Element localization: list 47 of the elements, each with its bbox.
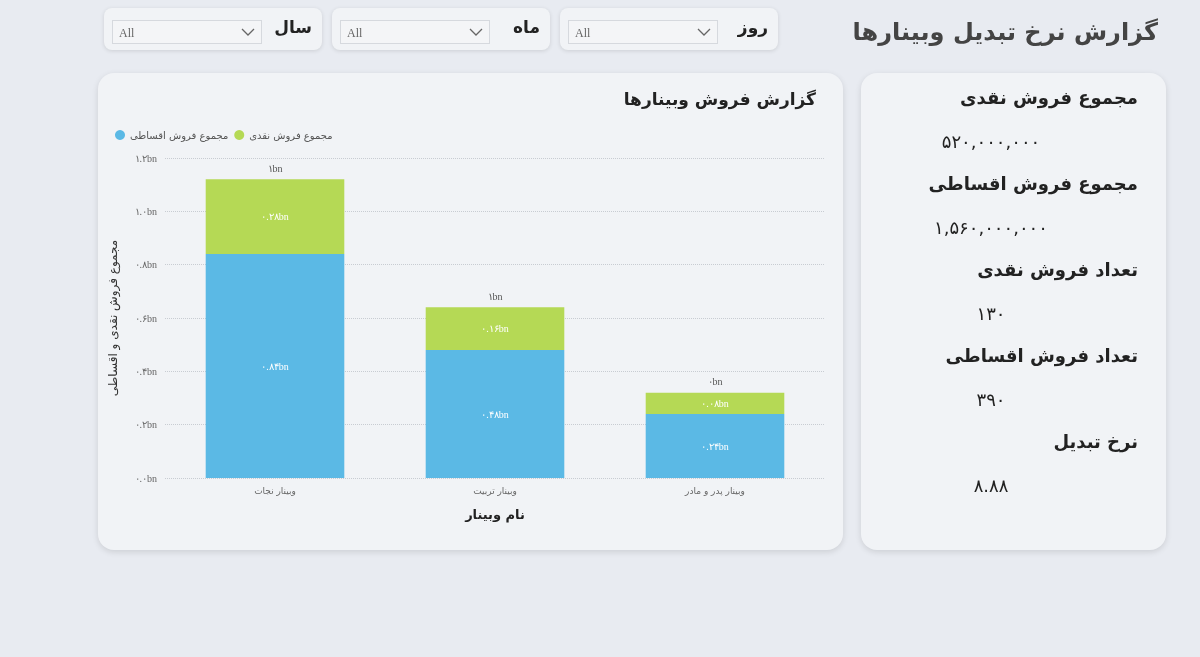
y-tick-label: ۰.۰bn [134, 472, 157, 484]
total-label: ۰bn [707, 376, 723, 388]
text: تعداد فروش اقساطی [945, 345, 1138, 366]
text: ۵۲۰,۰۰۰,۰۰۰ [940, 131, 1042, 152]
data-label: ۰.۲۸bn [261, 211, 289, 223]
data-label: ۰.۱۶bn [481, 323, 509, 335]
text: ماه [513, 17, 540, 37]
y-tick-label: ۱.۰bn [134, 205, 157, 217]
y-tick-label: ۰.۸bn [134, 259, 157, 271]
y-tick-label: ۰.۶bn [134, 312, 157, 324]
chart-title: گزارش فروش وبینارها [623, 88, 817, 110]
total-label: ۱bn [267, 162, 283, 174]
data-label: ۰.۲۴bn [701, 440, 729, 452]
text: ۱,۵۶۰,۰۰۰,۰۰۰ [933, 217, 1049, 238]
bar [425, 307, 565, 350]
text: ۱۳۰ [975, 303, 1007, 324]
text: All [340, 20, 490, 44]
bar [205, 254, 345, 478]
y-tick-label: ۰.۴bn [134, 365, 157, 377]
text: سال [274, 17, 312, 37]
legend-label: مجموع فروش نقدی [249, 129, 333, 142]
x-tick-label: وبینار تربیت [473, 485, 517, 496]
text: ۳۹۰ [975, 389, 1007, 410]
text: تعداد فروش نقدی [977, 259, 1138, 280]
text: All [568, 20, 718, 44]
text: روز [737, 17, 768, 37]
x-tick-label: وبینار نجات [254, 485, 296, 496]
data-label: ۰.۸۴bn [261, 360, 289, 372]
y-tick-label: ۱.۲bn [134, 152, 157, 164]
total-label: ۱bn [487, 290, 503, 302]
x-axis-title: نام وبینار [464, 507, 525, 523]
y-tick-label: ۰.۲bn [134, 419, 157, 431]
text: All [112, 20, 262, 44]
text: مجموع فروش نقدی [960, 87, 1138, 108]
text: مجموع فروش اقساطی [928, 173, 1138, 194]
text: ۸.۸۸ [972, 475, 1010, 496]
legend-label: مجموع فروش اقساطی [130, 129, 229, 142]
bar [205, 179, 345, 254]
bar [645, 392, 785, 414]
x-tick-label: وبینار پدر و مادر [684, 485, 745, 496]
data-label: ۰.۴۸bn [481, 408, 509, 420]
bar [645, 414, 785, 478]
text: گزارش نرخ تبدیل وبینارها [852, 18, 1158, 46]
y-axis-title: مجموع فروش نقدی و اقساطی [106, 239, 121, 397]
text: نرخ تبدیل [1053, 431, 1138, 452]
data-label: ۰.۰۸bn [701, 397, 729, 409]
bar [425, 350, 565, 478]
